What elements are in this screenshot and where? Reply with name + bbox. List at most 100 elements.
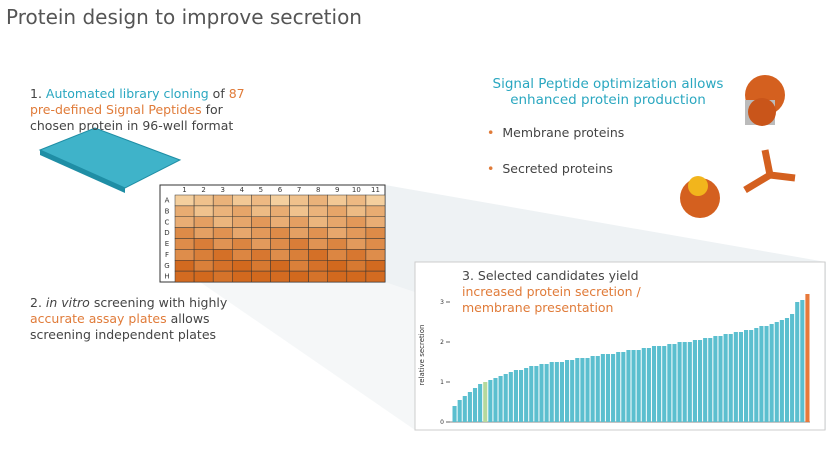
plate-cell	[289, 216, 309, 228]
plate-cell	[289, 260, 309, 272]
text-segment: in vitro	[45, 295, 90, 310]
bar	[605, 354, 611, 422]
plate-cell	[346, 260, 367, 272]
bar	[708, 338, 713, 422]
plate-cell	[174, 205, 195, 217]
bullet-mark: •	[487, 161, 495, 176]
plate-cell	[365, 270, 386, 283]
bar	[713, 336, 718, 422]
bar	[662, 346, 667, 422]
bullet-text: Membrane proteins	[502, 125, 625, 140]
bar	[779, 320, 784, 422]
plate-cell	[193, 194, 214, 207]
plate-cell	[308, 260, 328, 272]
bar	[611, 354, 616, 422]
plate-cell	[346, 270, 367, 283]
plate-column-label: 5	[259, 186, 263, 194]
plate-cell	[193, 216, 214, 228]
bar	[616, 352, 621, 422]
bar	[503, 374, 508, 422]
plate-cell	[232, 238, 252, 250]
bar	[641, 348, 646, 422]
bar	[769, 324, 774, 422]
bar	[595, 356, 600, 422]
plate-cell	[232, 216, 252, 228]
bar	[626, 350, 631, 422]
bullet-item: • Membrane proteins	[487, 125, 624, 141]
plate-cell	[251, 227, 271, 239]
plate-cell	[365, 216, 386, 228]
plate-cell	[270, 238, 290, 250]
plate-column-label: 2	[201, 186, 205, 194]
plate-cell	[270, 260, 290, 272]
bar	[795, 302, 800, 422]
text-segment: Automated library cloning	[45, 86, 209, 101]
bar	[457, 400, 462, 422]
plate-cell	[212, 216, 233, 228]
bar	[534, 366, 539, 422]
plate-row-label: D	[164, 229, 169, 237]
plate-cell	[232, 205, 252, 217]
plate-cell	[365, 205, 386, 217]
plate-column-label: 7	[297, 186, 301, 194]
bar	[580, 358, 585, 422]
bar	[483, 382, 488, 422]
plate-column-label: 8	[316, 186, 320, 194]
plate-cell	[327, 227, 348, 239]
plate-cell	[212, 270, 233, 283]
bar	[488, 380, 493, 422]
text-segment: allows screening independent plates	[30, 311, 217, 342]
bar	[621, 352, 626, 422]
bar	[631, 350, 636, 422]
plate-cell	[270, 205, 290, 217]
bar	[549, 362, 554, 422]
plate-cell	[308, 216, 328, 228]
plate-column-label: 4	[240, 186, 245, 194]
plate-cell	[365, 260, 386, 272]
plate-cell	[251, 260, 271, 272]
bar	[493, 378, 498, 422]
plate-cell	[212, 238, 233, 250]
bar	[518, 370, 524, 422]
bar	[575, 358, 580, 422]
plate-cell	[174, 260, 195, 272]
proteins	[680, 75, 796, 218]
plate-cell	[251, 270, 271, 283]
plate-cell	[193, 238, 214, 250]
plate-cell	[174, 238, 195, 250]
bar	[554, 362, 559, 422]
plate-row-label: C	[165, 218, 170, 226]
plate-cell	[308, 227, 328, 239]
bar	[805, 294, 810, 422]
plate-cell	[289, 270, 309, 283]
plate-cell	[270, 216, 290, 228]
text-segment: 87 pre-defined Signal Peptides	[30, 86, 249, 117]
plate-cell	[308, 270, 328, 283]
bar	[692, 340, 697, 422]
text-segment: increased protein secretion / membrane p…	[462, 284, 645, 315]
bar	[677, 342, 682, 422]
plate-cell	[193, 205, 214, 217]
plate-cell	[232, 194, 252, 207]
text-segment: screening with highly	[89, 295, 232, 310]
bullet-item: • Secreted proteins	[487, 161, 613, 177]
plate-cell	[327, 216, 348, 228]
plate-cell	[251, 238, 271, 250]
plate-cell	[346, 238, 367, 250]
plate-cell	[327, 238, 348, 250]
plate-cell	[270, 227, 290, 239]
plate-cell	[346, 227, 367, 239]
bar	[784, 318, 790, 422]
bar	[774, 322, 779, 422]
well-plate-side	[40, 150, 125, 193]
bar	[524, 368, 529, 422]
bar	[764, 326, 769, 422]
plate-cell	[270, 270, 290, 283]
bar	[744, 330, 749, 422]
plate-cell	[212, 205, 233, 217]
bar	[800, 300, 805, 422]
bar	[600, 354, 605, 422]
bar	[687, 342, 692, 422]
bar	[697, 340, 703, 422]
